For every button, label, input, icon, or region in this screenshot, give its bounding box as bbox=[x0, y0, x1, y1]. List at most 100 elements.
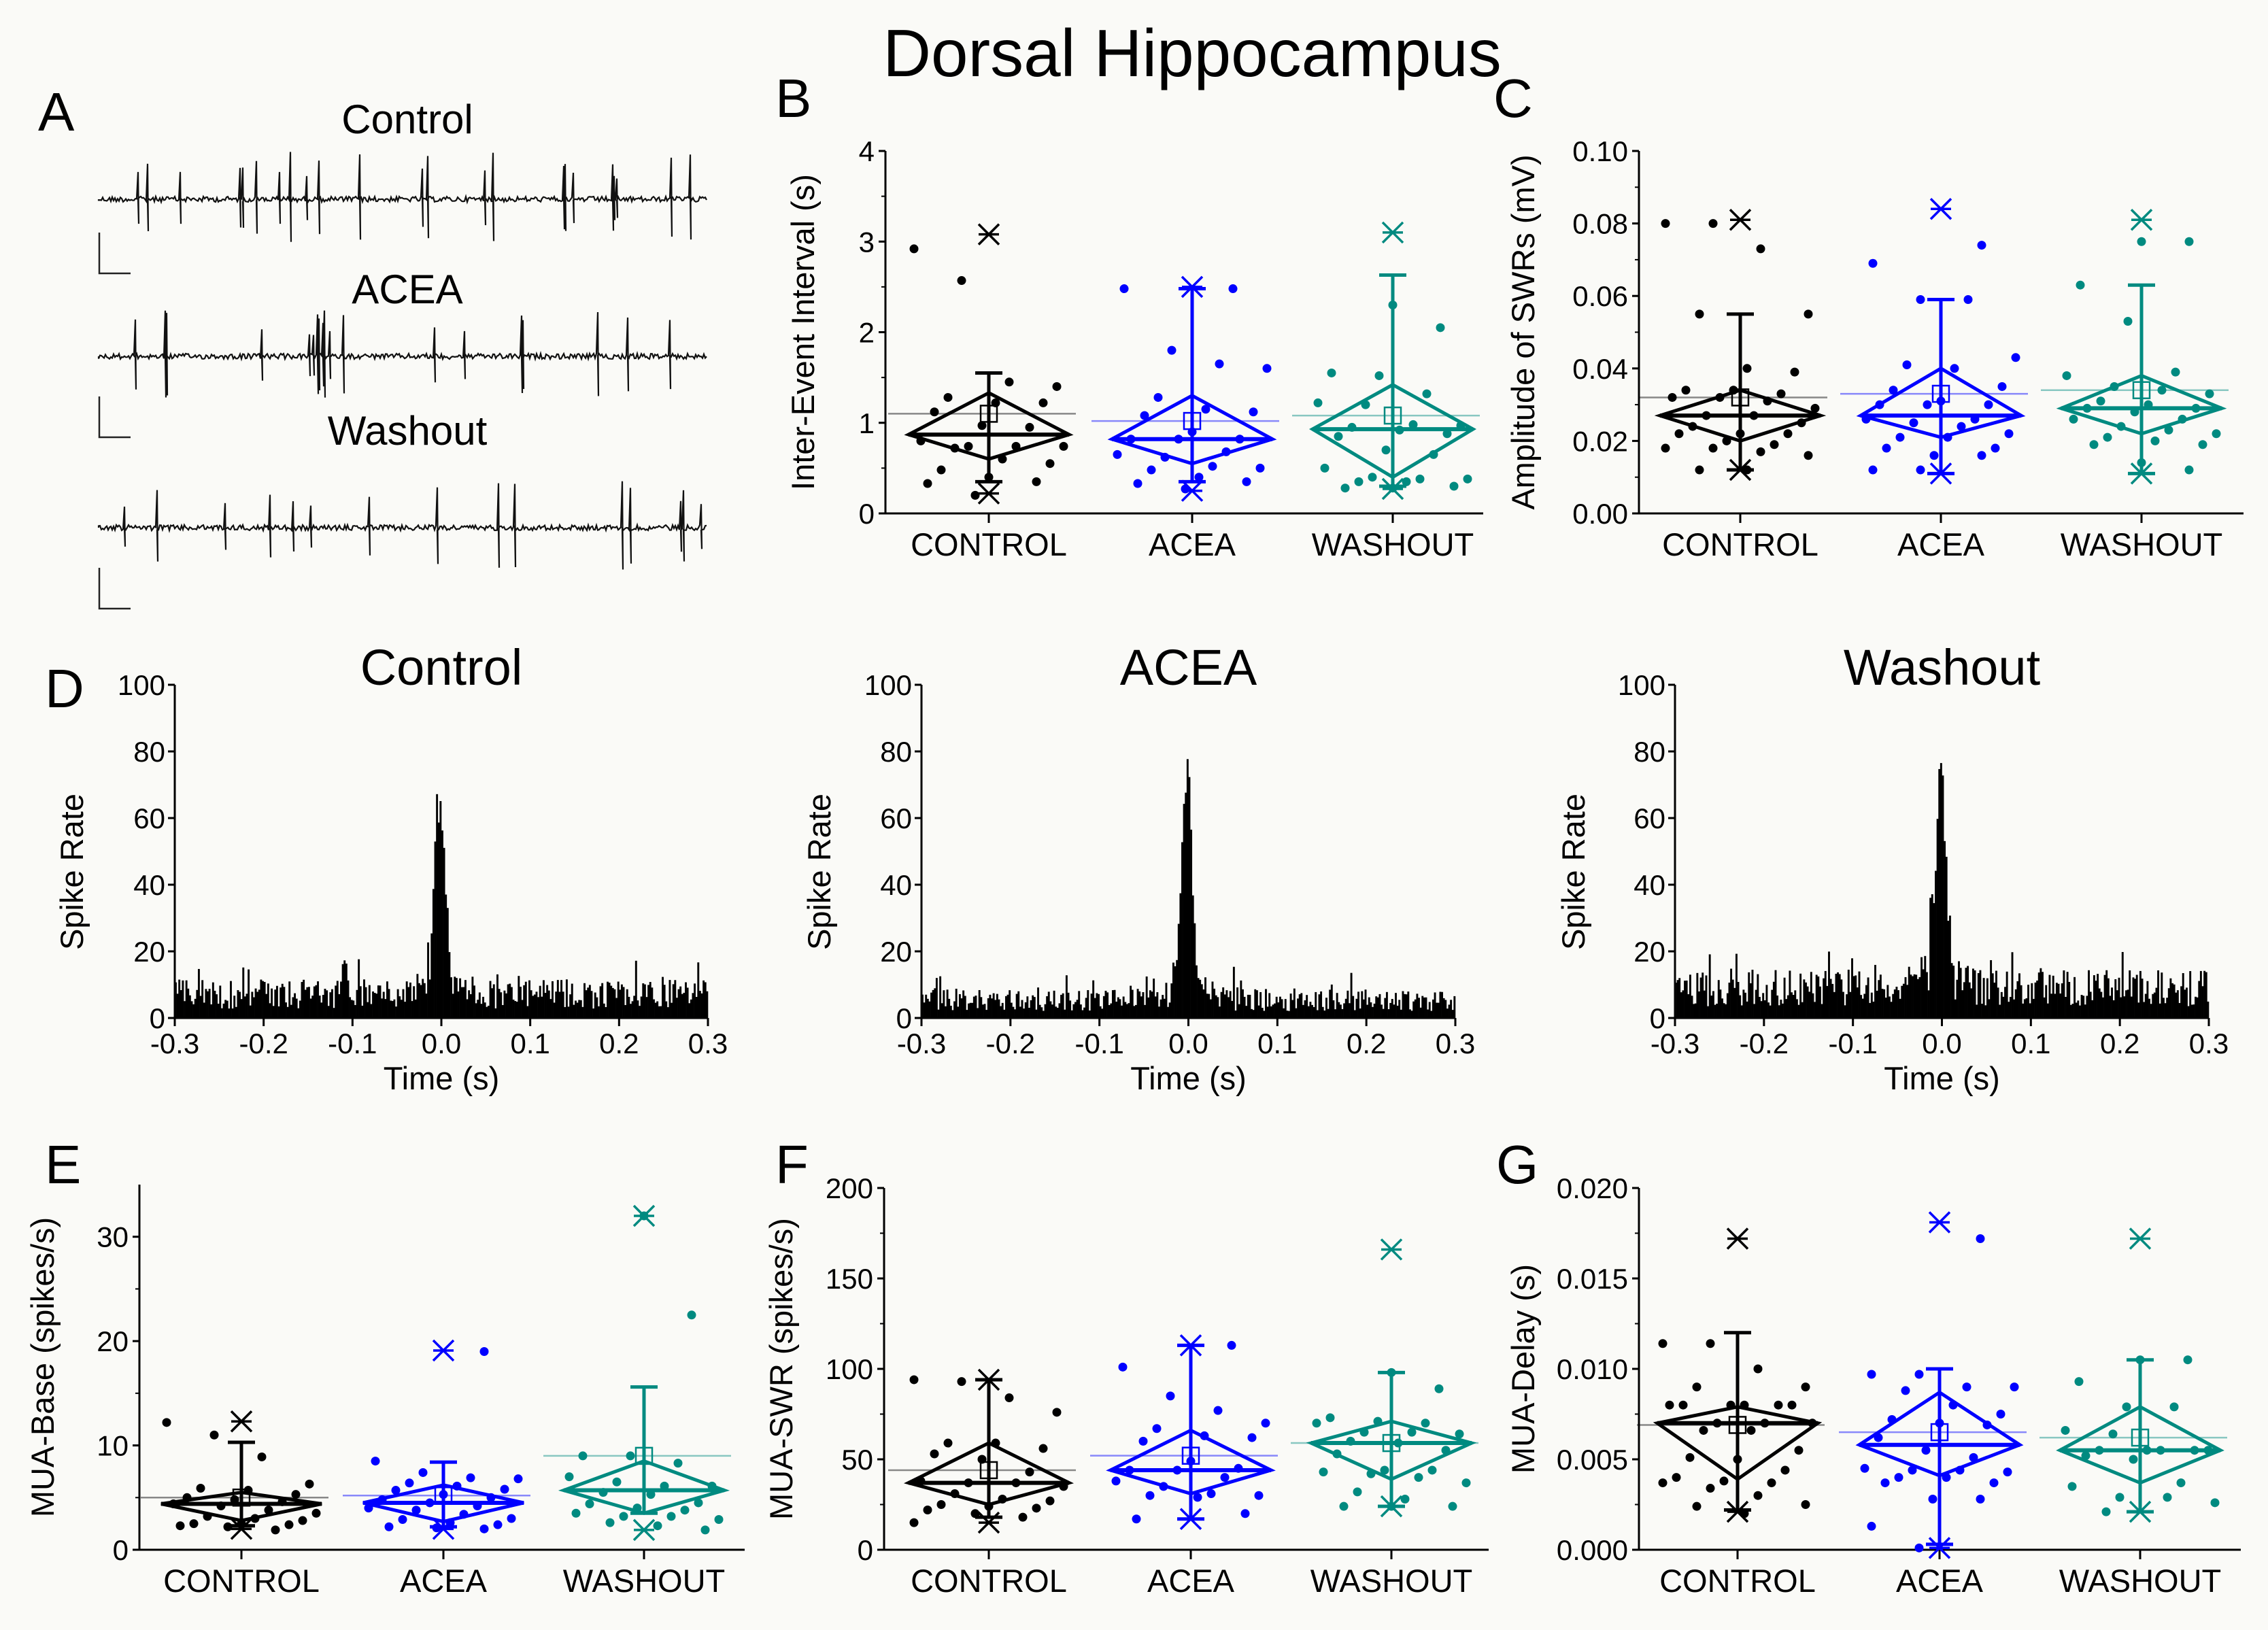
histogram-bar bbox=[1789, 970, 1791, 1018]
y-tick-label: 0 bbox=[1650, 1002, 1665, 1034]
data-point bbox=[2210, 1498, 2220, 1508]
histogram-bar bbox=[521, 1000, 524, 1018]
data-point bbox=[1681, 386, 1691, 395]
histogram-bar bbox=[1096, 993, 1098, 1018]
histogram-bar bbox=[208, 989, 211, 1018]
histogram-bar bbox=[2111, 987, 2113, 1018]
histogram-bar bbox=[1874, 964, 1876, 1018]
histogram-bar bbox=[399, 996, 401, 1018]
data-point bbox=[1736, 429, 1745, 439]
data-point bbox=[1147, 465, 1156, 475]
histogram-bar bbox=[981, 1004, 984, 1018]
histogram-bar bbox=[1275, 996, 1278, 1018]
histogram-bar bbox=[2050, 994, 2053, 1018]
histogram-bar bbox=[1056, 1008, 1059, 1018]
data-point bbox=[964, 1478, 973, 1488]
data-point bbox=[384, 1522, 394, 1531]
histogram-bar bbox=[605, 1006, 607, 1018]
y-axis-label: MUA-SWR (spikes/s) bbox=[763, 1218, 799, 1520]
category-label-washout: WASHOUT bbox=[1312, 526, 1474, 562]
data-point bbox=[1032, 477, 1041, 486]
histogram-bar bbox=[1799, 973, 1802, 1018]
histogram-bar bbox=[1821, 1004, 1823, 1018]
data-point bbox=[1678, 1400, 1688, 1410]
histogram-bar bbox=[224, 1000, 227, 1018]
histogram-bar bbox=[350, 1000, 353, 1018]
histogram-bar bbox=[1684, 981, 1686, 1018]
histogram-bar bbox=[1204, 977, 1206, 1018]
data-point bbox=[1254, 1491, 1264, 1500]
histogram-bar bbox=[1867, 977, 1869, 1018]
histogram-bar bbox=[1780, 1000, 1782, 1018]
histogram-bar bbox=[2054, 994, 2057, 1018]
histogram-bar bbox=[1737, 981, 1740, 1018]
data-point bbox=[377, 1495, 387, 1504]
histogram-bar bbox=[1765, 985, 1768, 1018]
histogram-bar bbox=[1931, 894, 1933, 1018]
data-point bbox=[1808, 1419, 1817, 1428]
histogram-bar bbox=[2048, 974, 2051, 1018]
histogram-bar bbox=[991, 998, 993, 1018]
data-point bbox=[1722, 436, 1731, 445]
y-tick-label: 2 bbox=[859, 317, 875, 349]
histogram-bar bbox=[1240, 980, 1242, 1018]
histogram-bar bbox=[565, 979, 568, 1018]
data-point bbox=[1962, 1382, 1971, 1392]
histogram-bar bbox=[1703, 990, 1706, 1018]
histogram-bar bbox=[480, 1004, 483, 1018]
histogram-bar bbox=[501, 1004, 504, 1018]
histogram-bar bbox=[935, 978, 938, 1018]
max-marker bbox=[230, 1410, 253, 1433]
histogram-bar bbox=[184, 1001, 186, 1018]
histogram-bar bbox=[1236, 987, 1239, 1018]
histogram-bar bbox=[1725, 1004, 1727, 1018]
histogram-bar bbox=[1414, 999, 1417, 1018]
histogram-bar bbox=[996, 994, 998, 1018]
histogram-bar bbox=[569, 994, 572, 1018]
histogram-bar bbox=[2002, 996, 2005, 1018]
histogram-bar bbox=[1311, 1004, 1313, 1018]
histogram-bar bbox=[1712, 991, 1714, 1018]
data-point bbox=[1215, 359, 1224, 369]
histogram-bar bbox=[1707, 1006, 1710, 1018]
psth-control: Control 0 20 40 60 80 100 -0.3 -0.2 -0.1 0.0 0.1 0.2… bbox=[54, 639, 728, 1096]
histogram-bar bbox=[1878, 980, 1880, 1018]
data-point bbox=[950, 443, 960, 453]
histogram-bar bbox=[1329, 989, 1332, 1018]
data-point bbox=[1004, 377, 1014, 387]
histogram-bar bbox=[926, 998, 929, 1018]
data-point bbox=[2081, 1451, 2091, 1461]
histogram-bar bbox=[2127, 989, 2129, 1018]
histogram-bar bbox=[343, 960, 346, 1018]
histogram-bar bbox=[2013, 999, 2016, 1018]
histogram-bar bbox=[1055, 1006, 1057, 1018]
histogram-bar bbox=[283, 987, 286, 1018]
histogram-bar bbox=[546, 985, 549, 1018]
histogram-bar bbox=[1102, 996, 1105, 1018]
data-point bbox=[1712, 1419, 1722, 1428]
histogram-bar bbox=[1691, 996, 1693, 1018]
histogram-bar bbox=[1728, 983, 1731, 1018]
data-point bbox=[1692, 1382, 1702, 1392]
data-point bbox=[1955, 1465, 1965, 1475]
histogram-bar bbox=[640, 996, 643, 1018]
histogram-bar bbox=[492, 984, 495, 1018]
histogram-bar bbox=[1318, 994, 1321, 1018]
histogram-bar bbox=[1678, 978, 1681, 1018]
histogram-bar bbox=[1078, 991, 1081, 1018]
category-label-acea: ACEA bbox=[1896, 1563, 1984, 1599]
data-point bbox=[687, 1310, 696, 1320]
histogram-bar bbox=[588, 985, 591, 1018]
data-point bbox=[1140, 411, 1149, 420]
histogram-bar bbox=[1895, 987, 1898, 1018]
histogram-bar bbox=[505, 993, 507, 1018]
histogram-bar bbox=[1749, 983, 1752, 1018]
histogram-bar bbox=[1131, 989, 1134, 1018]
histogram-bar bbox=[1088, 1010, 1091, 1018]
histogram-bar bbox=[1835, 973, 1838, 1018]
histogram-bar bbox=[2046, 1003, 2049, 1018]
min-marker bbox=[432, 1518, 455, 1540]
histogram-bar bbox=[626, 989, 628, 1018]
histogram-bar bbox=[1208, 994, 1211, 1018]
data-point bbox=[1206, 1489, 1216, 1499]
